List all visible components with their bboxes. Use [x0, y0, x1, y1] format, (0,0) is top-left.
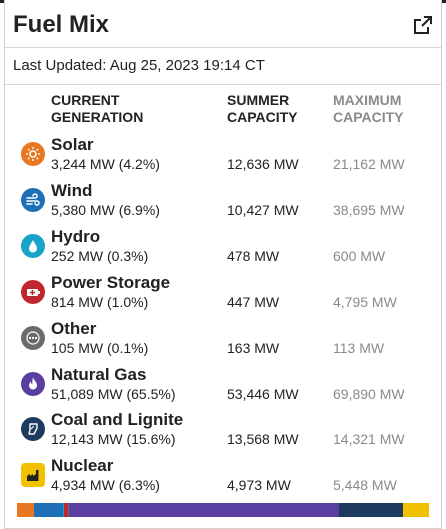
current-generation: 3,244 MW (4.2%)	[51, 156, 160, 172]
fuel-row-power-storage: Power Storage 814 MW (1.0%) 447 MW 4,795…	[5, 273, 441, 322]
fuel-row-coal-and-lignite: Coal and Lignite 12,143 MW (15.6%) 13,56…	[5, 410, 441, 459]
column-header-summer-line2: CAPACITY	[227, 109, 298, 125]
ellipsis-icon	[21, 326, 45, 350]
column-header-summer: SUMMER CAPACITY	[227, 92, 298, 126]
page-title: Fuel Mix	[13, 11, 110, 38]
water-drop-icon	[21, 234, 45, 258]
current-generation: 252 MW (0.3%)	[51, 248, 149, 264]
column-header-current-line1: CURRENT	[51, 92, 120, 108]
fuel-name: Natural Gas	[51, 365, 147, 384]
mix-bar-segment-nuclear	[402, 503, 429, 517]
current-generation: 5,380 MW (6.9%)	[51, 202, 160, 218]
summer-capacity: 53,446 MW	[227, 386, 299, 402]
current-generation: 814 MW (1.0%)	[51, 294, 149, 310]
fuel-name: Solar	[51, 135, 94, 154]
column-header-maximum-line2: CAPACITY	[333, 109, 404, 125]
fuel-mix-card: Fuel Mix Last Updated: Aug 25, 2023 19:1…	[4, 0, 442, 529]
summer-capacity: 4,973 MW	[227, 477, 291, 493]
current-generation: 4,934 MW (6.3%)	[51, 477, 160, 493]
maximum-capacity: 113 MW	[333, 340, 385, 356]
mix-bar-segment-solar	[17, 503, 35, 517]
last-updated: Last Updated: Aug 25, 2023 19:14 CT	[13, 57, 265, 74]
summer-capacity: 10,427 MW	[227, 202, 299, 218]
fuel-mix-bar	[17, 503, 429, 517]
fuel-name: Hydro	[51, 227, 101, 246]
maximum-capacity: 4,795 MW	[333, 294, 397, 310]
column-header-current-line2: GENERATION	[51, 109, 144, 125]
fuel-row-hydro: Hydro 252 MW (0.3%) 478 MW 600 MW	[5, 227, 441, 276]
current-generation: 51,089 MW (65.5%)	[51, 386, 176, 402]
mix-bar-segment-power-storage	[64, 503, 69, 517]
maximum-capacity: 5,448 MW	[333, 477, 397, 493]
maximum-capacity: 69,890 MW	[333, 386, 405, 402]
sun-icon	[21, 142, 45, 166]
card-header: Fuel Mix	[5, 3, 441, 48]
column-header-current: CURRENT GENERATION	[51, 92, 143, 126]
summer-capacity: 12,636 MW	[227, 156, 299, 172]
fuel-row-solar: Solar 3,244 MW (4.2%) 12,636 MW 21,162 M…	[5, 135, 441, 184]
fuel-row-wind: Wind 5,380 MW (6.9%) 10,427 MW 38,695 MW	[5, 181, 441, 230]
maximum-capacity: 38,695 MW	[333, 202, 405, 218]
nuclear-plant-icon	[21, 463, 45, 487]
flame-icon	[21, 372, 45, 396]
current-generation: 105 MW (0.1%)	[51, 340, 149, 356]
fuel-name: Power Storage	[51, 273, 171, 292]
fuel-row-other: Other 105 MW (0.1%) 163 MW 113 MW	[5, 319, 441, 368]
summer-capacity: 163 MW	[227, 340, 280, 356]
summer-capacity: 478 MW	[227, 248, 280, 264]
column-header-maximum-line1: MAXIMUM	[333, 92, 402, 108]
fuel-name: Other	[51, 319, 97, 338]
fuel-name: Coal and Lignite	[51, 410, 184, 429]
mix-bar-segment-hydro	[62, 503, 64, 517]
external-link-icon[interactable]	[413, 15, 433, 35]
summer-capacity: 447 MW	[227, 294, 280, 310]
fuel-row-natural-gas: Natural Gas 51,089 MW (65.5%) 53,446 MW …	[5, 365, 441, 414]
mix-bar-segment-coal-and-lignite	[338, 503, 403, 517]
fuel-row-nuclear: Nuclear 4,934 MW (6.3%) 4,973 MW 5,448 M…	[5, 456, 441, 505]
mix-bar-segment-wind	[34, 503, 63, 517]
battery-icon	[21, 280, 45, 304]
column-header-summer-line1: SUMMER	[227, 92, 290, 108]
divider	[5, 84, 441, 85]
fuel-name: Nuclear	[51, 456, 114, 475]
mix-bar-segment-natural-gas	[68, 503, 339, 517]
summer-capacity: 13,568 MW	[227, 431, 299, 447]
maximum-capacity: 600 MW	[333, 248, 386, 264]
wind-icon	[21, 188, 45, 212]
column-header-maximum: MAXIMUM CAPACITY	[333, 92, 404, 126]
maximum-capacity: 14,321 MW	[333, 431, 405, 447]
maximum-capacity: 21,162 MW	[333, 156, 405, 172]
fuel-name: Wind	[51, 181, 93, 200]
coal-icon	[21, 417, 45, 441]
current-generation: 12,143 MW (15.6%)	[51, 431, 176, 447]
